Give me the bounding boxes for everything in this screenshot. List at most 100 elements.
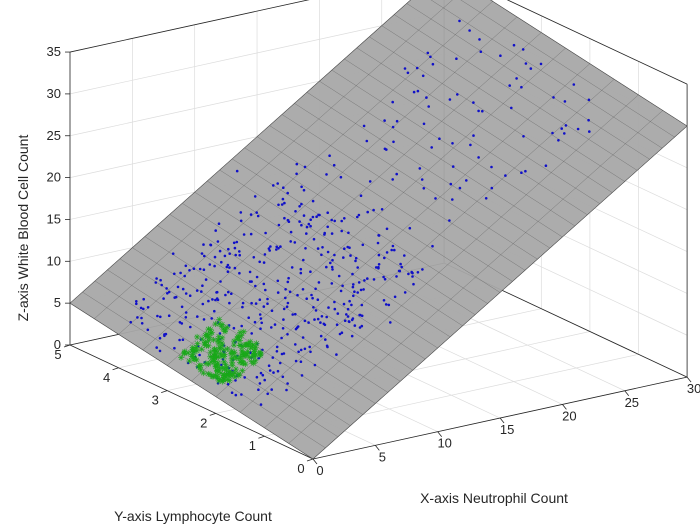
data-point-blue bbox=[298, 220, 301, 223]
data-point-blue bbox=[354, 256, 358, 260]
data-point-blue bbox=[208, 263, 212, 266]
data-point-blue bbox=[213, 309, 216, 313]
data-point-blue bbox=[269, 245, 272, 248]
data-point-blue bbox=[220, 363, 223, 367]
data-point-green-stroke bbox=[186, 358, 192, 364]
data-point-blue bbox=[362, 288, 365, 291]
data-point-blue bbox=[264, 288, 267, 292]
y-tick-mark bbox=[112, 367, 119, 371]
data-point-green-stroke bbox=[251, 353, 257, 359]
data-point-green-stroke bbox=[239, 358, 245, 363]
data-point-green-stroke bbox=[252, 358, 258, 364]
data-point-blue bbox=[188, 269, 191, 272]
data-point-green-stroke bbox=[241, 329, 247, 335]
data-point-green-stroke bbox=[203, 360, 209, 366]
data-point-blue bbox=[393, 295, 397, 299]
data-point-blue bbox=[232, 241, 236, 245]
data-point-blue bbox=[129, 320, 132, 324]
x-tick-label: 25 bbox=[625, 395, 639, 410]
data-point-blue bbox=[330, 282, 334, 285]
data-point-blue bbox=[312, 237, 316, 241]
data-point-blue bbox=[146, 306, 150, 309]
data-point-blue bbox=[302, 214, 306, 217]
data-point-green-stroke bbox=[234, 336, 240, 342]
data-point-blue bbox=[189, 325, 192, 329]
data-point-blue bbox=[228, 301, 231, 305]
data-point-blue bbox=[300, 374, 304, 377]
data-point-blue bbox=[360, 303, 364, 307]
data-point-blue bbox=[171, 252, 175, 255]
data-point-green bbox=[239, 350, 246, 357]
plane-mesh-line bbox=[312, 125, 688, 460]
data-point-blue bbox=[180, 305, 184, 309]
data-point-blue bbox=[317, 213, 320, 217]
data-point-blue bbox=[286, 333, 289, 336]
data-point-blue bbox=[387, 303, 391, 307]
data-point-green-stroke bbox=[213, 353, 219, 359]
data-point-green bbox=[178, 354, 185, 361]
data-point-green-stroke bbox=[192, 356, 198, 362]
data-point-green bbox=[212, 321, 219, 327]
fitted-plane-surface bbox=[69, 0, 688, 460]
data-point-blue bbox=[241, 301, 245, 305]
data-point-blue bbox=[403, 291, 407, 294]
data-point-blue bbox=[302, 258, 305, 262]
data-point-blue bbox=[279, 245, 282, 248]
data-point-blue bbox=[434, 197, 437, 200]
data-point-blue bbox=[235, 240, 239, 244]
data-point-blue bbox=[286, 218, 290, 222]
data-point-blue bbox=[184, 292, 188, 295]
data-point-blue bbox=[422, 122, 426, 126]
data-point-blue bbox=[348, 320, 351, 324]
data-point-blue bbox=[294, 359, 298, 363]
data-point-blue bbox=[332, 163, 336, 167]
data-point-green-stroke bbox=[254, 340, 260, 346]
z-tick-label: 10 bbox=[47, 253, 61, 268]
data-point-green-stroke bbox=[211, 357, 217, 363]
data-point-blue bbox=[282, 186, 285, 189]
data-point-blue bbox=[325, 344, 329, 348]
plane-mesh-line bbox=[142, 16, 518, 351]
data-point-blue bbox=[411, 271, 414, 275]
data-point-blue bbox=[173, 272, 176, 276]
data-point-blue bbox=[209, 243, 213, 247]
data-point-green-stroke bbox=[220, 326, 226, 332]
data-point-green bbox=[231, 349, 238, 356]
data-point-blue bbox=[449, 182, 453, 186]
data-point-blue bbox=[200, 252, 204, 255]
data-point-blue bbox=[227, 247, 230, 251]
data-point-blue bbox=[155, 277, 158, 280]
data-point-blue bbox=[383, 256, 386, 260]
data-point-blue bbox=[299, 267, 303, 271]
data-point-green bbox=[232, 366, 239, 373]
data-point-blue bbox=[357, 213, 361, 217]
data-point-green-stroke bbox=[227, 368, 233, 374]
data-point-blue bbox=[228, 252, 231, 255]
data-point-blue bbox=[160, 283, 163, 287]
data-point-blue bbox=[331, 258, 334, 262]
data-point-blue bbox=[325, 265, 328, 269]
data-point-blue bbox=[314, 287, 317, 291]
data-point-blue bbox=[343, 217, 346, 220]
data-point-green-stroke bbox=[190, 345, 196, 351]
data-point-green bbox=[234, 336, 240, 343]
data-point-blue bbox=[311, 215, 315, 219]
data-point-green-stroke bbox=[218, 370, 224, 376]
data-point-blue bbox=[335, 353, 338, 356]
data-point-green-stroke bbox=[212, 321, 218, 327]
data-point-blue bbox=[350, 303, 353, 307]
data-point-blue bbox=[411, 275, 414, 278]
data-point-blue bbox=[403, 254, 406, 257]
data-point-blue bbox=[262, 282, 266, 286]
data-point-blue bbox=[524, 62, 528, 65]
data-point-blue bbox=[239, 211, 243, 214]
data-point-blue bbox=[490, 186, 494, 190]
data-point-green-stroke bbox=[237, 338, 243, 343]
data-point-blue bbox=[192, 267, 196, 271]
data-point-blue bbox=[400, 265, 404, 269]
data-point-blue bbox=[360, 324, 364, 328]
data-point-blue bbox=[317, 281, 321, 284]
data-point-blue bbox=[330, 218, 334, 222]
data-point-green-stroke bbox=[229, 362, 235, 368]
data-point-blue bbox=[186, 361, 190, 365]
